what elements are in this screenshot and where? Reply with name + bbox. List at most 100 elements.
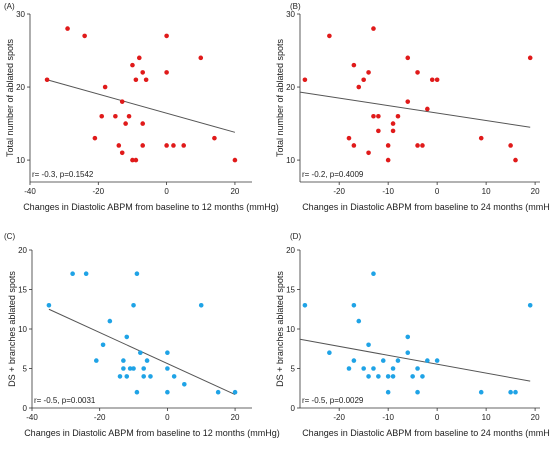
data-point: [124, 334, 130, 340]
data-point: [117, 374, 123, 379]
data-point: [356, 318, 362, 324]
y-tick-label: 10: [286, 325, 295, 334]
data-point: [141, 366, 146, 371]
panel-letter: (C): [4, 232, 15, 241]
data-point: [395, 358, 401, 363]
data-point: [165, 366, 170, 371]
correlation-stat: r= -0.5, p=0.0031: [34, 396, 96, 405]
data-point: [215, 389, 221, 395]
data-point: [116, 143, 122, 148]
data-point: [376, 374, 381, 379]
data-point: [131, 303, 136, 308]
data-point: [133, 157, 139, 163]
data-point: [99, 113, 105, 119]
data-point: [385, 389, 391, 395]
y-tick-label: 30: [16, 10, 25, 19]
data-point: [134, 389, 140, 395]
data-point: [351, 303, 357, 308]
trend-line: [46, 79, 236, 133]
y-axis-label: DS + branches ablated spots: [275, 271, 285, 387]
data-point: [102, 84, 108, 90]
data-point: [46, 303, 52, 308]
data-point: [327, 350, 332, 356]
data-point: [527, 55, 533, 61]
y-tick-label: 0: [23, 404, 28, 413]
data-point: [198, 303, 204, 308]
data-point: [478, 135, 484, 141]
data-point: [126, 113, 132, 119]
data-point: [415, 389, 420, 395]
data-point: [351, 358, 357, 363]
data-point: [508, 389, 513, 395]
y-tick-label: 0: [291, 404, 296, 413]
x-axis-label: Changes in Diastolic ABPM from baseline …: [23, 202, 279, 212]
data-point: [127, 366, 133, 371]
x-tick-label: -10: [382, 187, 394, 196]
data-point: [138, 350, 143, 356]
data-point: [366, 342, 371, 348]
data-point: [513, 389, 518, 395]
data-point: [405, 334, 411, 340]
data-point: [346, 366, 352, 371]
correlation-stat: r= -0.2, p=0.4009: [302, 170, 364, 179]
y-axis-label: Total number of ablated spots: [5, 38, 15, 157]
data-point: [366, 150, 371, 156]
x-tick-label: 20: [230, 187, 239, 196]
x-tick-label: 10: [482, 187, 491, 196]
chart-panel-1: (A) -40 -20 0 20 10 20 30 Changes in Diastolic A…: [4, 2, 279, 212]
x-tick-label: 20: [231, 413, 240, 422]
data-point: [302, 77, 308, 83]
data-point: [165, 389, 170, 395]
data-point: [148, 374, 153, 379]
data-point: [212, 135, 217, 141]
data-point: [182, 382, 187, 387]
data-point: [143, 77, 149, 83]
data-point: [130, 62, 135, 68]
x-tick-label: -20: [333, 187, 345, 196]
data-point: [119, 150, 125, 156]
y-tick-label: 15: [286, 286, 295, 295]
x-tick-label: -20: [333, 413, 345, 422]
data-point: [121, 358, 126, 363]
chart-panel-4: (D) -20 -10 0 10 20 0 5 10 15 20 Changes in Diastol…: [275, 232, 550, 438]
data-point: [232, 389, 238, 395]
data-point: [92, 135, 98, 141]
data-point: [123, 121, 128, 126]
data-point: [107, 318, 113, 324]
y-tick-label: 5: [291, 365, 296, 374]
panel-letter: (A): [4, 2, 15, 11]
y-tick-label: 10: [16, 156, 25, 165]
y-tick-label: 15: [18, 286, 27, 295]
correlation-stat: r= -0.3, p=0.1542: [32, 170, 94, 179]
data-point: [385, 157, 391, 163]
data-point: [385, 374, 391, 379]
data-point: [371, 271, 376, 277]
data-point: [164, 33, 169, 39]
chart-panel-2: (B) -20 -10 0 10 20 10 20 30 Changes in Diastolic…: [275, 2, 550, 212]
y-axis-label: Total number of ablated spots: [275, 38, 285, 157]
data-point: [141, 374, 146, 379]
data-point: [395, 113, 401, 119]
data-point: [164, 70, 169, 75]
data-point: [390, 366, 396, 371]
data-point: [415, 70, 420, 75]
data-point: [131, 366, 136, 371]
data-point: [171, 143, 176, 148]
data-point: [140, 70, 146, 75]
x-tick-label: -20: [94, 413, 106, 422]
data-point: [415, 366, 420, 371]
data-point: [198, 55, 204, 61]
data-point: [70, 271, 75, 277]
data-point: [94, 358, 99, 363]
data-point: [232, 157, 238, 163]
data-point: [385, 143, 391, 148]
y-tick-label: 10: [18, 325, 27, 334]
correlation-stat: r= -0.5, p=0.0029: [302, 396, 364, 405]
y-axis-label: DS + branches ablated spots: [7, 271, 17, 387]
data-point: [181, 143, 186, 148]
data-point: [346, 135, 352, 141]
data-point: [405, 350, 411, 356]
data-point: [420, 143, 425, 148]
data-point: [44, 77, 50, 83]
y-tick-label: 30: [286, 10, 295, 19]
